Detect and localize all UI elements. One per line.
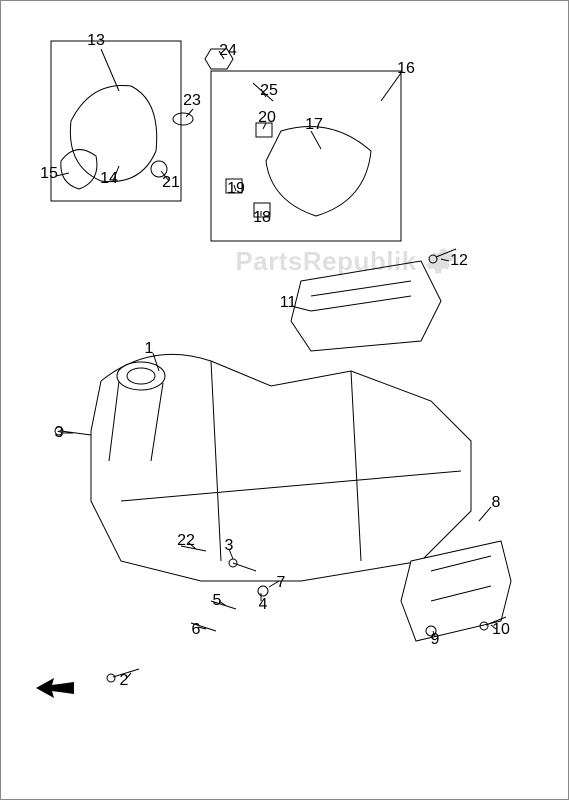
callout-number: 3: [55, 425, 64, 441]
callout-number: 8: [492, 495, 501, 511]
callout-number: 2: [120, 673, 129, 689]
callout-number: 25: [260, 83, 278, 99]
callout-number: 14: [100, 171, 118, 187]
callout-number: 5: [213, 593, 222, 609]
callout-number: 12: [450, 253, 468, 269]
exploded-diagram: [1, 1, 569, 800]
callout-number: 16: [397, 61, 415, 77]
direction-arrow-icon: [36, 678, 74, 698]
callout-number: 15: [40, 166, 58, 182]
callout-number: 3: [225, 538, 234, 554]
callout-number: 22: [177, 533, 195, 549]
callout-number: 10: [492, 622, 510, 638]
diagram-canvas: PartsRepublik 13241625232017151421191812…: [0, 0, 569, 800]
callout-number: 23: [183, 93, 201, 109]
callout-number: 18: [253, 210, 271, 226]
callout-number: 7: [277, 575, 286, 591]
callout-number: 13: [87, 33, 105, 49]
callout-number: 17: [305, 117, 323, 133]
callout-number: 4: [259, 597, 268, 613]
callout-number: 21: [162, 175, 180, 191]
callout-number: 1: [145, 341, 154, 357]
callout-number: 20: [258, 110, 276, 126]
callout-number: 9: [431, 632, 440, 648]
callout-number: 19: [227, 181, 245, 197]
callout-number: 24: [219, 43, 237, 59]
callout-number: 11: [280, 295, 297, 311]
callout-number: 6: [192, 622, 201, 638]
